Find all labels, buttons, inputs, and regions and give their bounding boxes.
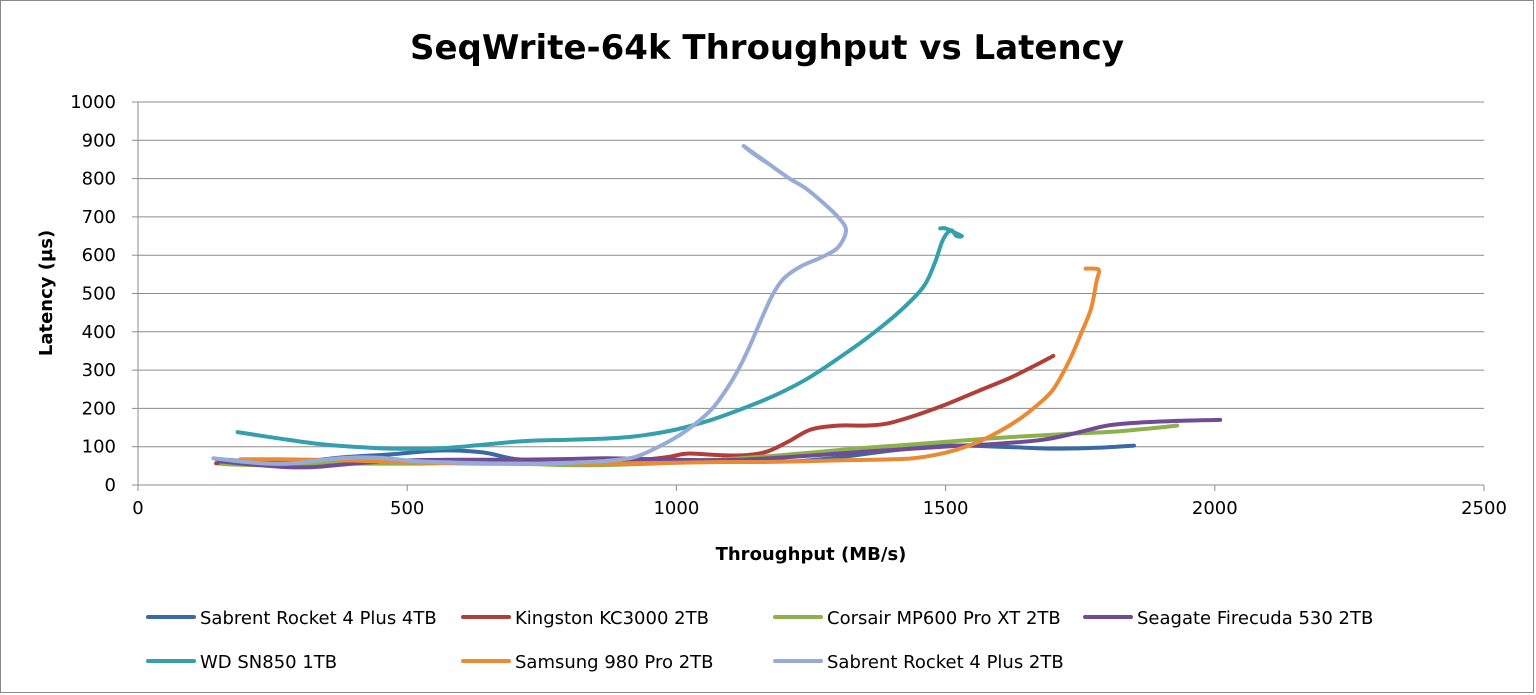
x-tick-label: 500 xyxy=(390,498,424,519)
x-tick-label: 1000 xyxy=(653,498,699,519)
y-tick-label: 600 xyxy=(82,245,116,266)
y-tick-label: 200 xyxy=(82,398,116,419)
gridlines xyxy=(132,101,1484,486)
x-tick-label: 0 xyxy=(132,498,143,519)
x-tick-label: 2500 xyxy=(1461,498,1507,519)
legend: Sabrent Rocket 4 Plus 4TB Kingston KC3000… xyxy=(146,608,1373,673)
axes xyxy=(137,102,1485,491)
series-line-seagate-firecuda-530-2tb xyxy=(216,417,1223,470)
y-tick-label: 700 xyxy=(82,207,116,228)
legend-label-corsair-mp600-pro-xt-2tb: Corsair MP600 Pro XT 2TB xyxy=(827,608,1061,629)
y-tick-label: 500 xyxy=(82,284,116,305)
y-tick-label: 800 xyxy=(82,169,116,190)
series-line-wd-sn850-1tb xyxy=(235,226,964,451)
y-tick-label: 400 xyxy=(82,322,116,343)
series-line-samsung-980-pro-2tb xyxy=(238,266,1102,466)
y-axis-title: Latency (µs) xyxy=(36,230,57,356)
x-tick-label: 1500 xyxy=(923,498,969,519)
x-tick-label: 2000 xyxy=(1192,498,1238,519)
legend-label-kingston-kc3000-2tb: Kingston KC3000 2TB xyxy=(515,608,709,629)
y-tick-label: 0 xyxy=(105,475,116,496)
legend-label-wd-sn850-1tb: WD SN850 1TB xyxy=(200,652,337,673)
legend-label-sabrent-rocket-4-plus-2tb: Sabrent Rocket 4 Plus 2TB xyxy=(827,652,1064,673)
x-axis-title: Throughput (MB/s) xyxy=(716,544,907,565)
y-tick-labels: 0 100 200 300 400 500 600 700 800 900 1000 xyxy=(70,92,116,496)
y-tick-label: 900 xyxy=(82,130,116,151)
y-tick-label: 1000 xyxy=(70,92,116,113)
series-line-sabrent-rocket-4-plus-2tb xyxy=(211,143,848,466)
y-tick-label: 300 xyxy=(82,360,116,381)
series-lines xyxy=(211,143,1223,470)
legend-label-samsung-980-pro-2tb: Samsung 980 Pro 2TB xyxy=(515,652,713,673)
chart-title: SeqWrite-64k Throughput vs Latency xyxy=(410,28,1124,68)
x-tick-labels: 0 500 1000 1500 2000 2500 xyxy=(132,498,1507,519)
y-tick-label: 100 xyxy=(82,437,116,458)
legend-label-sabrent-rocket-4-plus-4tb: Sabrent Rocket 4 Plus 4TB xyxy=(200,608,437,629)
legend-label-seagate-firecuda-530-2tb: Seagate Firecuda 530 2TB xyxy=(1137,608,1373,629)
